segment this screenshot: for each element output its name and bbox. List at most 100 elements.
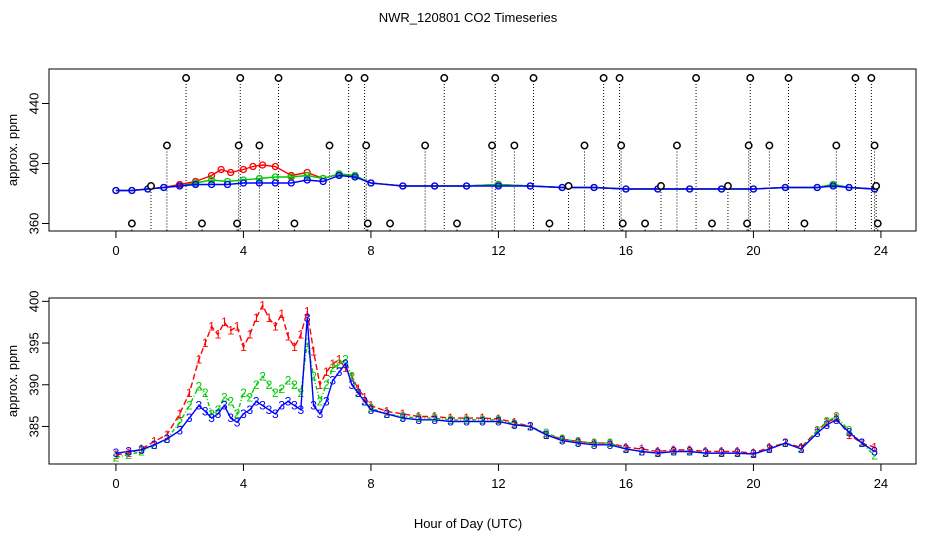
series-marker: 1	[823, 415, 830, 429]
flask-point	[870, 141, 879, 150]
bottom-y-axis: 385 390 395 400	[26, 290, 50, 437]
series-marker: 3	[846, 425, 853, 439]
flask-point	[641, 219, 650, 228]
flask-point	[580, 141, 589, 150]
series-marker: 1	[164, 428, 171, 442]
flask-point	[618, 219, 627, 228]
series-marker: 3	[138, 443, 145, 457]
series-marker: 3	[176, 424, 183, 438]
series-marker: 2	[543, 426, 550, 440]
series-marker: 2	[317, 394, 324, 408]
flask-point	[529, 74, 538, 82]
flask-point	[746, 74, 755, 82]
y-tick-label: 400	[26, 153, 41, 175]
series-point	[303, 176, 311, 184]
series-marker: 3	[215, 407, 222, 421]
series-marker: 2	[291, 378, 298, 392]
series-marker: 1	[670, 443, 677, 457]
flask-point	[800, 219, 809, 228]
series-marker: 2	[208, 407, 215, 421]
flask-point	[344, 74, 353, 82]
flask-point	[615, 74, 624, 82]
series-marker: 1	[291, 340, 298, 354]
series-marker: 1	[278, 307, 285, 321]
series-marker: 1	[623, 440, 630, 454]
top-y-axis-label: approx. ppm	[5, 114, 20, 186]
series-marker: 1	[447, 411, 454, 425]
series-marker: 1	[463, 411, 470, 425]
flask-point	[182, 74, 191, 82]
series-point	[239, 179, 248, 187]
series-point	[255, 174, 264, 183]
series-point	[239, 165, 248, 174]
series-marker: 1	[833, 411, 840, 425]
flask-point	[851, 74, 860, 82]
series-marker: 2	[814, 424, 821, 438]
series-marker: 3	[151, 438, 158, 452]
x-tick-label: 24	[874, 476, 888, 491]
series-marker: 1	[415, 409, 422, 423]
x-tick-label: 8	[367, 476, 374, 491]
flask-point	[867, 74, 876, 82]
series-marker: 3	[368, 403, 375, 417]
series-marker: 1	[221, 315, 228, 329]
series-marker: 1	[511, 415, 518, 429]
series-marker: 1	[151, 434, 158, 448]
series-marker: 1	[202, 336, 209, 350]
series-marker: 1	[734, 444, 741, 458]
top-plot-frame	[48, 68, 917, 232]
series-marker: 2	[833, 409, 840, 423]
series-point	[367, 179, 375, 187]
series-marker: 3	[291, 399, 298, 413]
series-marker: 3	[575, 436, 582, 450]
flask-point	[488, 141, 497, 150]
series-point	[271, 162, 279, 171]
series-marker: 2	[368, 401, 375, 415]
x-axis-label: Hour of Day (UTC)	[414, 516, 522, 531]
series-marker: 3	[623, 442, 630, 456]
series-point	[717, 185, 726, 193]
series-marker: 1	[342, 361, 349, 375]
series-marker: 3	[186, 411, 193, 425]
series-marker: 1	[479, 411, 486, 425]
series-marker: 3	[543, 428, 550, 442]
bottom-y-axis-label: approx. ppm	[5, 345, 20, 417]
series-marker: 1	[355, 382, 362, 396]
series-marker: 3	[463, 414, 470, 428]
series-marker: 1	[654, 444, 661, 458]
series-point	[128, 186, 136, 195]
series-marker: 3	[240, 407, 247, 421]
series-marker: 1	[317, 378, 324, 392]
flask-point	[872, 182, 881, 190]
series-marker: 2	[447, 413, 454, 427]
flask-point	[832, 141, 841, 150]
series-point	[207, 171, 216, 180]
series-point	[622, 185, 630, 193]
series-marker: 3	[686, 444, 693, 458]
flask-point	[233, 219, 242, 228]
flask-point	[198, 219, 206, 228]
series-marker: 3	[323, 394, 330, 408]
series-marker: 2	[246, 390, 253, 404]
top-flask-points	[127, 74, 882, 228]
series-marker: 2	[195, 379, 202, 393]
series-point	[781, 183, 789, 192]
flask-point	[325, 141, 334, 150]
series-marker: 2	[823, 414, 830, 428]
series-point	[686, 185, 694, 193]
series-marker: 1	[208, 319, 215, 333]
flask-point	[386, 219, 395, 228]
series-marker: 2	[186, 399, 193, 413]
flask-point	[617, 141, 626, 150]
series-marker: 2	[495, 413, 502, 427]
series-marker: 2	[607, 436, 614, 450]
series-marker: 3	[253, 394, 260, 408]
series-marker: 2	[336, 357, 343, 371]
series-marker: 3	[285, 394, 292, 408]
series-point	[217, 165, 225, 174]
series-marker: 2	[511, 417, 518, 431]
series-point	[112, 186, 120, 195]
series-marker: 1	[246, 328, 253, 342]
series-marker: 2	[415, 411, 422, 425]
